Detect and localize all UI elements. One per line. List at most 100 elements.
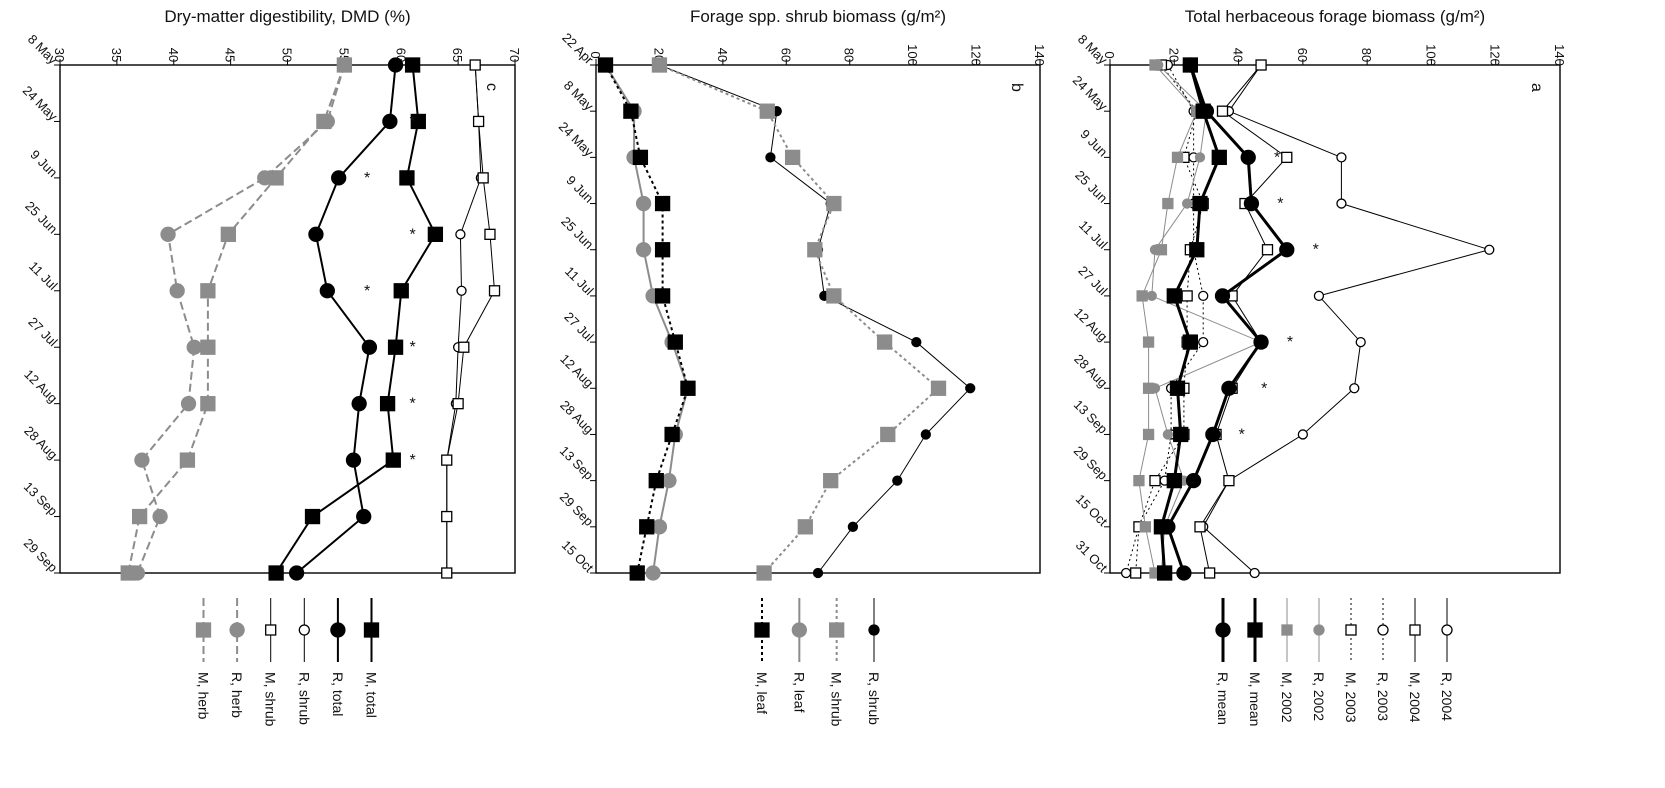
category-tick-label: 8 May bbox=[561, 78, 597, 114]
value-tick-label: 40 bbox=[1231, 48, 1246, 62]
series-line bbox=[446, 64, 496, 573]
data-point bbox=[316, 113, 332, 130]
data-point bbox=[200, 339, 216, 355]
data-point bbox=[179, 452, 196, 468]
category-tick-label: 13 Sep bbox=[557, 443, 597, 483]
data-point bbox=[180, 396, 197, 412]
data-point bbox=[131, 508, 148, 525]
data-point bbox=[441, 510, 453, 523]
data-point bbox=[160, 226, 176, 242]
data-point bbox=[1203, 567, 1216, 579]
category-tick-label: 9 Jun bbox=[1077, 126, 1110, 159]
category-tick-label: 12 Aug bbox=[1071, 305, 1110, 344]
legend-marker bbox=[1215, 622, 1231, 638]
data-point bbox=[807, 242, 823, 258]
category-tick-label: 29 Sep bbox=[557, 489, 597, 529]
data-point bbox=[458, 341, 470, 353]
legend-label: R, 2002 bbox=[1311, 672, 1327, 721]
data-point bbox=[1173, 426, 1189, 443]
legend-label: M, total bbox=[364, 672, 380, 718]
data-point bbox=[654, 195, 671, 212]
data-point bbox=[654, 288, 671, 304]
data-point bbox=[399, 170, 415, 186]
value-tick-label: 45 bbox=[223, 48, 238, 62]
data-point bbox=[1198, 103, 1215, 119]
value-tick-label: 40 bbox=[715, 48, 730, 62]
legend-entry: M, herb bbox=[196, 598, 212, 720]
data-point bbox=[410, 113, 426, 130]
value-tick-label: 40 bbox=[166, 48, 181, 62]
data-point bbox=[1194, 152, 1206, 163]
value-tick-label: 60 bbox=[1295, 48, 1310, 62]
data-point bbox=[452, 398, 464, 410]
data-point bbox=[393, 283, 409, 299]
panel-c: Dry-matter digestibility, DMD (%) c 30 35 40… bbox=[20, 7, 522, 727]
category-tick-label: 25 Jun bbox=[1072, 167, 1110, 205]
category-tick-label: 15 Oct bbox=[559, 537, 597, 575]
data-point bbox=[1279, 242, 1295, 258]
legend-entry: R, herb bbox=[229, 598, 245, 718]
data-point bbox=[1205, 426, 1221, 443]
category-tick-label: 31 Oct bbox=[1073, 537, 1111, 575]
legend-marker bbox=[265, 624, 277, 636]
data-point bbox=[382, 113, 398, 130]
value-tick-label: 120 bbox=[1488, 44, 1503, 66]
data-point bbox=[1130, 567, 1142, 579]
series-m-shrub bbox=[441, 59, 501, 579]
data-point bbox=[1166, 472, 1182, 489]
legend-label: M, leaf bbox=[754, 672, 770, 714]
series-line bbox=[604, 64, 690, 574]
data-point bbox=[331, 170, 347, 186]
data-point bbox=[680, 380, 696, 396]
value-tick-label: 0 bbox=[588, 51, 603, 58]
data-point bbox=[268, 170, 284, 186]
data-point bbox=[892, 475, 903, 486]
data-point bbox=[385, 452, 401, 468]
data-point bbox=[1181, 290, 1193, 302]
data-point bbox=[1166, 288, 1182, 304]
category-tick-label: 24 May bbox=[556, 119, 597, 160]
data-point bbox=[1176, 565, 1192, 581]
data-point bbox=[477, 172, 489, 184]
data-point bbox=[1223, 474, 1235, 487]
legend-marker bbox=[1345, 624, 1357, 636]
data-point bbox=[911, 336, 922, 348]
category-tick-label: 25 Jun bbox=[22, 198, 60, 236]
legend-entry: R, 2003 bbox=[1375, 598, 1391, 721]
data-point bbox=[826, 288, 842, 304]
data-point bbox=[1313, 290, 1325, 302]
data-point bbox=[880, 426, 896, 443]
series-line bbox=[1125, 64, 1204, 574]
data-point bbox=[823, 472, 839, 489]
panel-letter: c bbox=[483, 83, 500, 91]
legend-entry: M, leaf bbox=[754, 598, 770, 714]
category-tick-label: 27 Jul bbox=[561, 309, 596, 344]
series-m-2002 bbox=[1133, 59, 1203, 579]
data-point bbox=[1349, 383, 1360, 394]
data-point bbox=[635, 195, 652, 212]
data-point bbox=[441, 567, 453, 579]
series-line bbox=[1166, 64, 1289, 574]
legend-label: R, mean bbox=[1215, 672, 1231, 725]
legend-label: M, 2002 bbox=[1279, 672, 1295, 723]
data-point bbox=[759, 103, 775, 119]
category-tick-label: 27 Jul bbox=[1075, 263, 1110, 298]
legend-entry: M, 2003 bbox=[1343, 598, 1359, 723]
data-point bbox=[268, 565, 284, 581]
legend-marker bbox=[195, 622, 212, 638]
legend-marker bbox=[1409, 624, 1421, 636]
panel-title: Total herbaceous forage biomass (g/m²) bbox=[1185, 7, 1485, 26]
series-line bbox=[136, 64, 346, 574]
data-point bbox=[304, 508, 321, 525]
data-point bbox=[288, 565, 305, 581]
significance-star: * bbox=[1277, 196, 1283, 213]
data-point bbox=[1182, 334, 1199, 350]
legend-entry: R, total bbox=[330, 598, 346, 716]
series-r-mean bbox=[1160, 57, 1295, 581]
series-r-total bbox=[288, 57, 404, 581]
significance-star: * bbox=[1239, 426, 1245, 443]
legend-entry: M, mean bbox=[1247, 598, 1263, 726]
legend-marker bbox=[868, 624, 880, 636]
data-point bbox=[1281, 151, 1293, 164]
series-r-shrub bbox=[654, 59, 976, 579]
